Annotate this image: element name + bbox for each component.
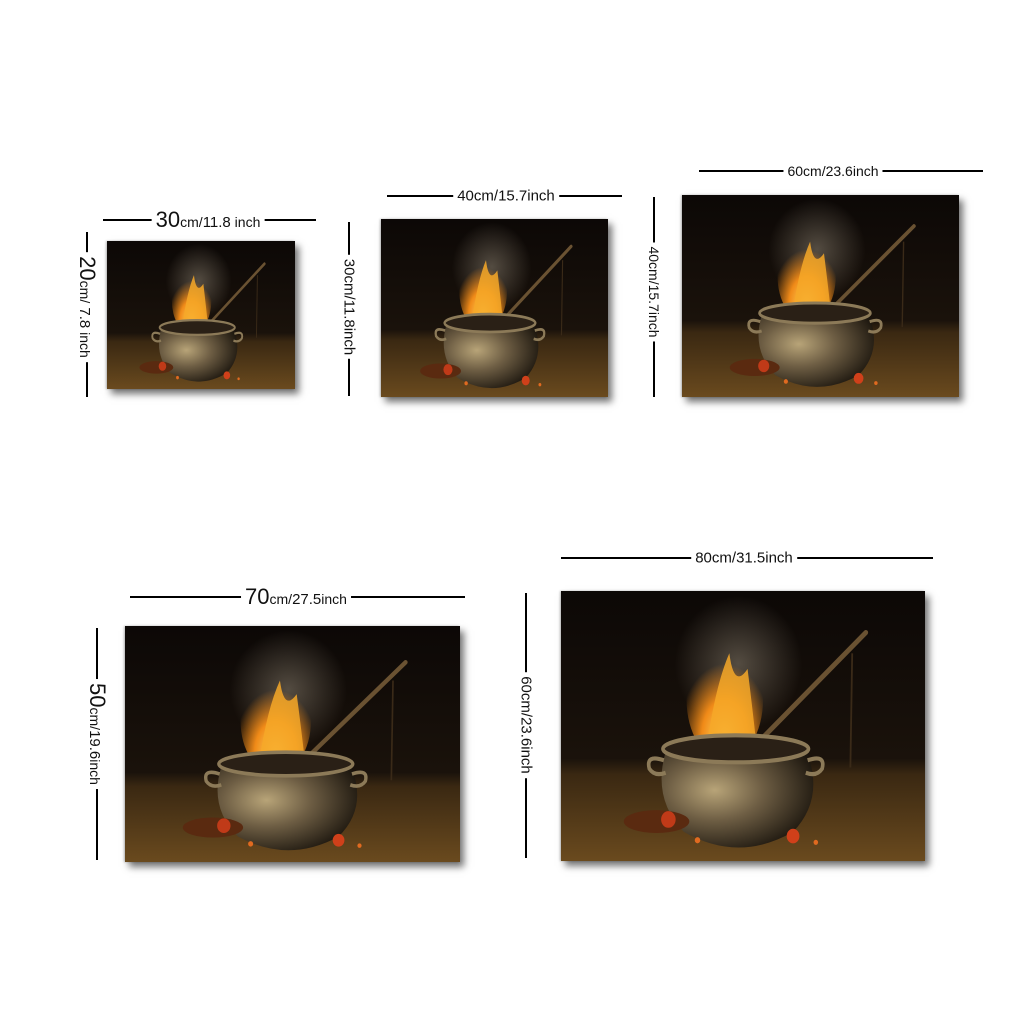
width-label-30: 30cm/11.8 inch <box>151 209 265 231</box>
width-label-70: 70cm/27.5inch <box>241 586 351 608</box>
height-label-30: 30cm/11.8inch <box>341 254 358 360</box>
height-label-40: 40cm/15.7inch <box>646 242 662 342</box>
height-label-50: 50cm/19.6inch <box>85 679 110 789</box>
height-label-20: 20cm/ 7.8 inch <box>75 252 100 362</box>
canvas-print-30x20 <box>107 241 295 389</box>
cauldron-artwork <box>561 591 925 861</box>
cauldron-artwork <box>107 241 295 389</box>
canvas-print-60x40 <box>682 195 959 397</box>
cauldron-artwork <box>125 626 460 862</box>
width-label-40: 40cm/15.7inch <box>453 188 559 204</box>
cauldron-artwork <box>682 195 959 397</box>
canvas-print-80x60 <box>561 591 925 861</box>
canvas-print-70x50 <box>125 626 460 862</box>
cauldron-artwork <box>381 219 608 397</box>
height-label-60: 60cm/23.6inch <box>518 672 535 778</box>
width-label-80: 80cm/31.5inch <box>691 550 797 566</box>
canvas-print-40x30 <box>381 219 608 397</box>
width-label-60: 60cm/23.6inch <box>783 164 883 178</box>
